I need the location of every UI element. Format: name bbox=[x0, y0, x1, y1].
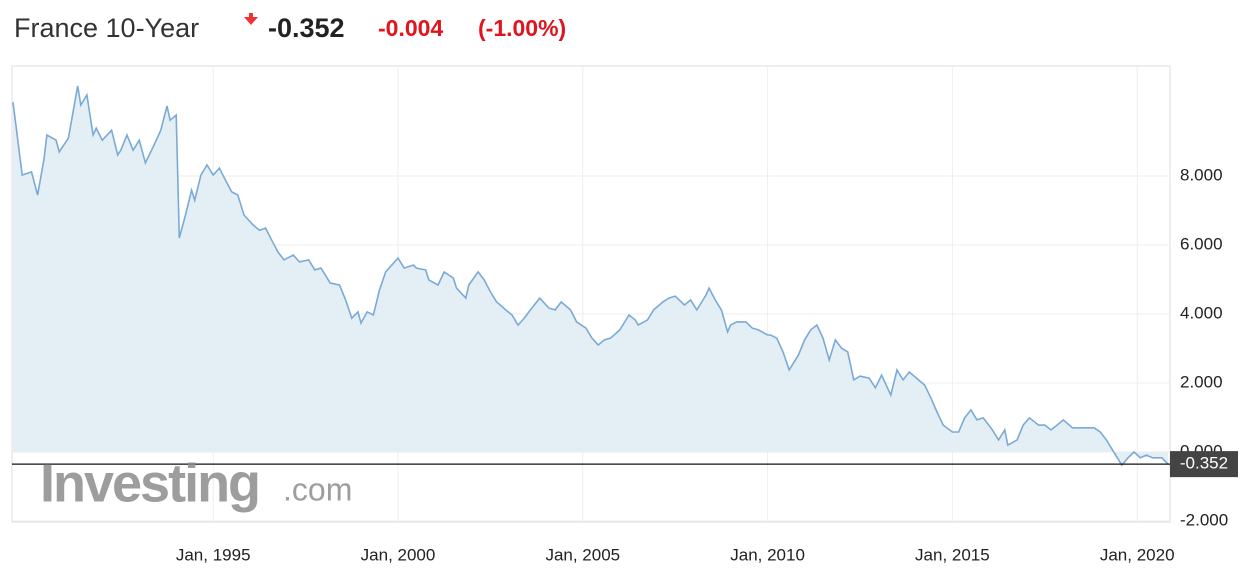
x-tick-label: Jan, 2005 bbox=[545, 545, 620, 564]
x-tick-label: Jan, 2015 bbox=[915, 545, 990, 564]
line bbox=[12, 85, 1169, 467]
watermark-brand: Investing bbox=[40, 453, 259, 513]
price-change: -0.004 bbox=[378, 15, 443, 41]
plot-frame bbox=[11, 65, 1171, 523]
y-tick-label: 4.000 bbox=[1180, 303, 1223, 322]
price: -0.352 bbox=[268, 13, 345, 43]
instrument-title: France 10-Year bbox=[14, 13, 199, 43]
x-tick-label: Jan, 2010 bbox=[730, 545, 805, 564]
area bbox=[13, 86, 1168, 466]
x-tick-label: Jan, 2020 bbox=[1100, 545, 1175, 564]
y-tick-label: 6.000 bbox=[1180, 235, 1223, 254]
down-arrow bbox=[244, 13, 258, 25]
y-tick-label: 2.000 bbox=[1180, 372, 1223, 391]
last-value-box bbox=[1170, 451, 1238, 478]
y-tick-label: 8.000 bbox=[1180, 166, 1223, 185]
x-tick-label: Jan, 2000 bbox=[361, 545, 436, 564]
plot bbox=[12, 66, 1170, 522]
y-tick-label: -2.000 bbox=[1180, 510, 1228, 529]
last-value-label: -0.352 bbox=[1180, 454, 1228, 473]
watermark-suffix: .com bbox=[283, 471, 352, 507]
x-tick-label: Jan, 1995 bbox=[176, 545, 251, 564]
price-change-percent: (-1.00%) bbox=[478, 15, 566, 41]
